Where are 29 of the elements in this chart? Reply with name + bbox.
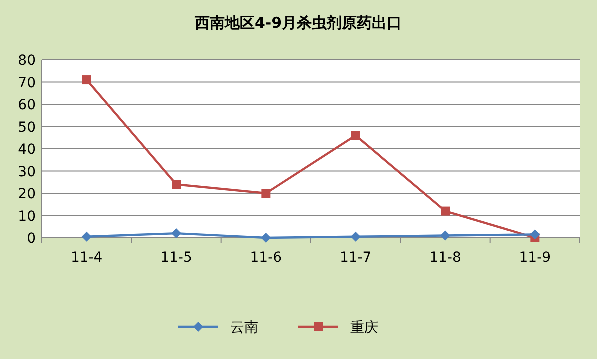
point: [261, 233, 272, 243]
point: [172, 228, 182, 239]
chart-title: 西南地区4-9月杀虫剂原药出口: [194, 14, 402, 32]
y-tick-label: 70: [18, 75, 36, 92]
legend-label: 重庆: [350, 320, 378, 336]
x-tick-label: 11-6: [250, 250, 282, 266]
y-tick-label: 0: [27, 231, 36, 247]
y-tick-label: 20: [18, 186, 36, 202]
legend-label: 云南: [230, 320, 258, 336]
point: [172, 180, 181, 190]
point: [82, 76, 92, 85]
point: [351, 131, 360, 140]
point: [440, 230, 450, 241]
x-tick-label: 11-8: [430, 250, 462, 266]
x-tick-label: 11-4: [70, 250, 103, 266]
point: [350, 232, 361, 242]
y-tick-label: 10: [18, 208, 36, 225]
x-tick-label: 11-5: [160, 250, 192, 266]
point: [441, 206, 450, 216]
point: [262, 189, 271, 198]
point: [530, 230, 540, 240]
x-tick-label: 11-9: [519, 250, 552, 266]
y-tick-label: 60: [18, 98, 36, 114]
point: [82, 232, 92, 242]
y-tick-label: 80: [18, 53, 36, 69]
y-tick-label: 40: [18, 142, 36, 158]
y-tick-label: 50: [18, 120, 36, 136]
y-tick-label: 30: [18, 164, 36, 180]
x-tick-label: 11-7: [340, 250, 372, 266]
